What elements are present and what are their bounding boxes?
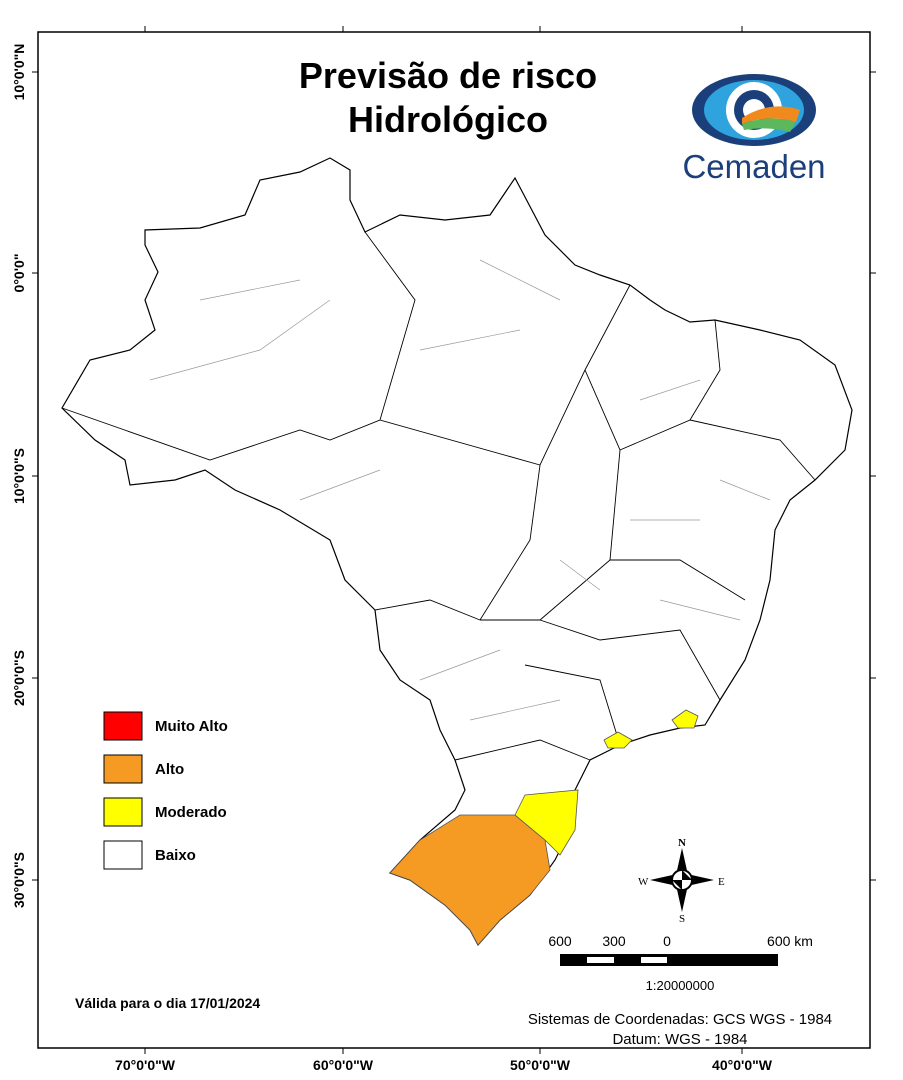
legend-label: Moderado	[155, 804, 227, 821]
datum: Datum: WGS - 1984	[612, 1031, 747, 1048]
legend-swatch	[103, 840, 143, 870]
coordinate-system: Sistemas de Coordenadas: GCS WGS - 1984	[528, 1011, 832, 1028]
scale-label: 600 km	[767, 933, 813, 949]
lon-label: 40°0'0"W	[712, 1057, 773, 1073]
state-borders	[61, 231, 816, 761]
lat-label: 30°0'0"S	[11, 852, 27, 908]
legend-label: Baixo	[155, 847, 196, 864]
moderado-region	[514, 789, 579, 856]
logo-text: Cemaden	[682, 148, 825, 185]
compass-label: W	[638, 876, 649, 888]
municipal-borders	[149, 259, 771, 721]
lon-label: 60°0'0"W	[313, 1057, 374, 1073]
graticule-labels: 10°0'0"N 0°0'0" 10°0'0"S 20°0'0"S 30°0'0"S 70…	[11, 26, 876, 1073]
legend-label: Alto	[155, 761, 184, 778]
scale-ratio: 1:20000000	[646, 978, 715, 993]
logo: Cemaden	[682, 74, 826, 185]
lon-label: 50°0'0"W	[510, 1057, 571, 1073]
brazil-outline	[61, 157, 853, 947]
legend-swatch	[103, 754, 143, 784]
legend-label: Muito Alto	[155, 718, 228, 735]
compass-label: E	[718, 876, 725, 888]
legend: Muito Alto Alto Moderado Baixo	[103, 711, 228, 870]
title-line: Previsão de risco	[299, 55, 597, 96]
compass: N S E W	[638, 837, 725, 925]
lon-label: 70°0'0"W	[115, 1057, 176, 1073]
lat-label: 10°0'0"N	[11, 44, 27, 101]
moderado-region	[671, 709, 699, 729]
compass-label: N	[678, 837, 686, 849]
title-line: Hidrológico	[348, 99, 548, 140]
scale-label: 0	[663, 933, 671, 949]
scale-bar: 600 300 0 600 km 1:20000000	[548, 933, 813, 993]
moderado-region	[603, 731, 633, 749]
lat-label: 10°0'0"S	[11, 448, 27, 504]
valid-date: Válida para o dia 17/01/2024	[75, 995, 260, 1011]
lat-label: 20°0'0"S	[11, 650, 27, 706]
legend-swatch	[103, 797, 143, 827]
scale-label: 300	[602, 933, 626, 949]
legend-swatch	[103, 711, 143, 741]
lat-label: 0°0'0"	[11, 254, 27, 293]
compass-label: S	[679, 913, 685, 925]
scale-label: 600	[548, 933, 572, 949]
alto-region	[389, 814, 551, 946]
